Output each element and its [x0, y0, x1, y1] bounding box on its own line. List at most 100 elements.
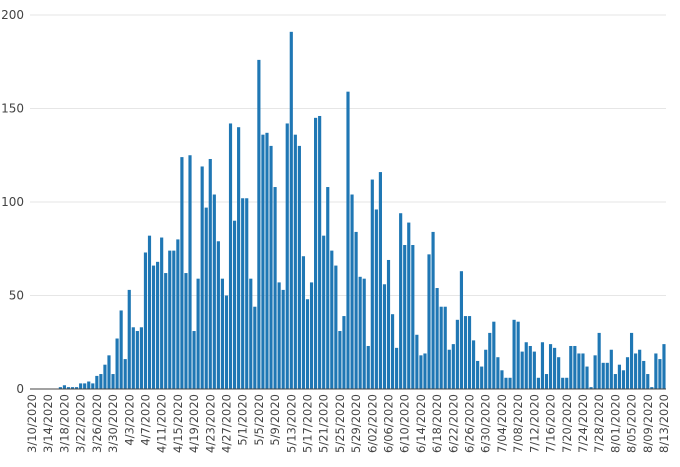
bar — [318, 115, 322, 389]
y-tick-label: 0 — [16, 382, 24, 396]
x-tick-label: 4/15/2020 — [171, 394, 185, 453]
bar — [403, 245, 407, 389]
bar — [334, 265, 338, 389]
x-tick-label: 8/05/2020 — [625, 394, 639, 453]
x-tick-label: 3/10/2020 — [25, 394, 39, 453]
bar — [646, 374, 650, 389]
bar — [431, 231, 435, 389]
bar — [370, 179, 374, 389]
bar — [176, 239, 180, 389]
x-tick-label: 3/26/2020 — [90, 394, 104, 453]
bar — [561, 377, 565, 389]
bar — [512, 319, 516, 389]
x-tick-label: 6/18/2020 — [430, 394, 444, 453]
bar — [237, 127, 241, 389]
bar — [285, 123, 289, 390]
bar — [447, 349, 451, 389]
bar — [536, 377, 540, 389]
bar — [427, 254, 431, 389]
bar — [58, 387, 62, 389]
bar — [605, 362, 609, 389]
bar — [569, 345, 573, 389]
bar — [350, 194, 354, 389]
bar — [500, 370, 504, 389]
bar — [322, 235, 326, 389]
x-tick-label: 5/5/2020 — [252, 394, 266, 446]
bar — [638, 349, 642, 389]
x-tick-label: 3/14/2020 — [41, 394, 55, 453]
bar — [338, 331, 342, 389]
x-tick-label: 4/11/2020 — [155, 394, 169, 453]
bar — [399, 213, 403, 389]
bar — [455, 319, 459, 389]
x-tick-label: 4/27/2020 — [219, 394, 233, 453]
bar — [107, 355, 111, 389]
bar — [261, 134, 265, 389]
bar — [220, 278, 224, 389]
x-tick-label: 6/06/2020 — [382, 394, 396, 453]
bar — [212, 194, 216, 389]
bar — [625, 357, 630, 389]
bar — [585, 366, 589, 389]
bar — [374, 209, 378, 389]
bar — [314, 117, 318, 389]
bar — [115, 338, 119, 389]
x-tick-label: 7/28/2020 — [592, 394, 606, 453]
bar — [131, 327, 135, 389]
x-tick-label: 4/19/2020 — [187, 394, 201, 453]
bar — [629, 332, 634, 389]
x-tick-label: 3/18/2020 — [57, 394, 71, 453]
bar — [119, 310, 123, 389]
bar — [386, 259, 391, 389]
bar — [139, 327, 143, 389]
y-tick-label: 150 — [1, 102, 24, 116]
x-tick-label: 6/02/2020 — [365, 394, 379, 453]
bar — [528, 345, 532, 389]
bar — [378, 172, 382, 389]
bar — [79, 383, 83, 389]
bar — [265, 132, 269, 389]
bar — [289, 31, 293, 390]
bar — [472, 340, 476, 389]
bar — [245, 198, 249, 389]
bar — [216, 241, 220, 389]
bar — [613, 374, 617, 389]
bar — [164, 273, 168, 389]
bar — [208, 158, 212, 389]
y-axis-ticks: 0 50 100 150 200 — [1, 8, 24, 396]
bar — [382, 284, 387, 389]
bar — [476, 360, 480, 389]
bar — [504, 377, 508, 389]
bar — [593, 355, 597, 389]
x-tick-label: 5/25/2020 — [333, 394, 347, 453]
bar — [540, 342, 545, 389]
x-tick-label: 7/16/2020 — [544, 394, 558, 453]
bar — [658, 359, 662, 389]
bar — [520, 351, 524, 389]
bar — [532, 351, 536, 389]
x-axis-ticks: 3/10/2020 3/14/2020 3/18/2020 3/22/2020 3/26… — [25, 394, 671, 453]
bar — [232, 220, 237, 389]
bar — [423, 353, 427, 389]
bar — [66, 387, 71, 389]
bar — [435, 288, 439, 389]
bar — [601, 362, 605, 389]
bar — [508, 377, 512, 389]
bar — [111, 374, 115, 389]
x-tick-label: 3/30/2020 — [106, 394, 120, 453]
bar — [597, 332, 601, 389]
x-tick-label: 4/3/2020 — [122, 394, 136, 446]
bar — [253, 306, 257, 389]
bar — [228, 123, 233, 390]
bars — [58, 31, 666, 390]
bar — [557, 357, 561, 389]
bar — [516, 321, 520, 389]
bar — [654, 353, 658, 389]
bar — [577, 353, 581, 389]
bar — [301, 256, 306, 389]
x-tick-label: 7/24/2020 — [576, 394, 590, 453]
bar — [143, 252, 148, 389]
bar — [91, 383, 95, 389]
bar — [70, 387, 75, 389]
